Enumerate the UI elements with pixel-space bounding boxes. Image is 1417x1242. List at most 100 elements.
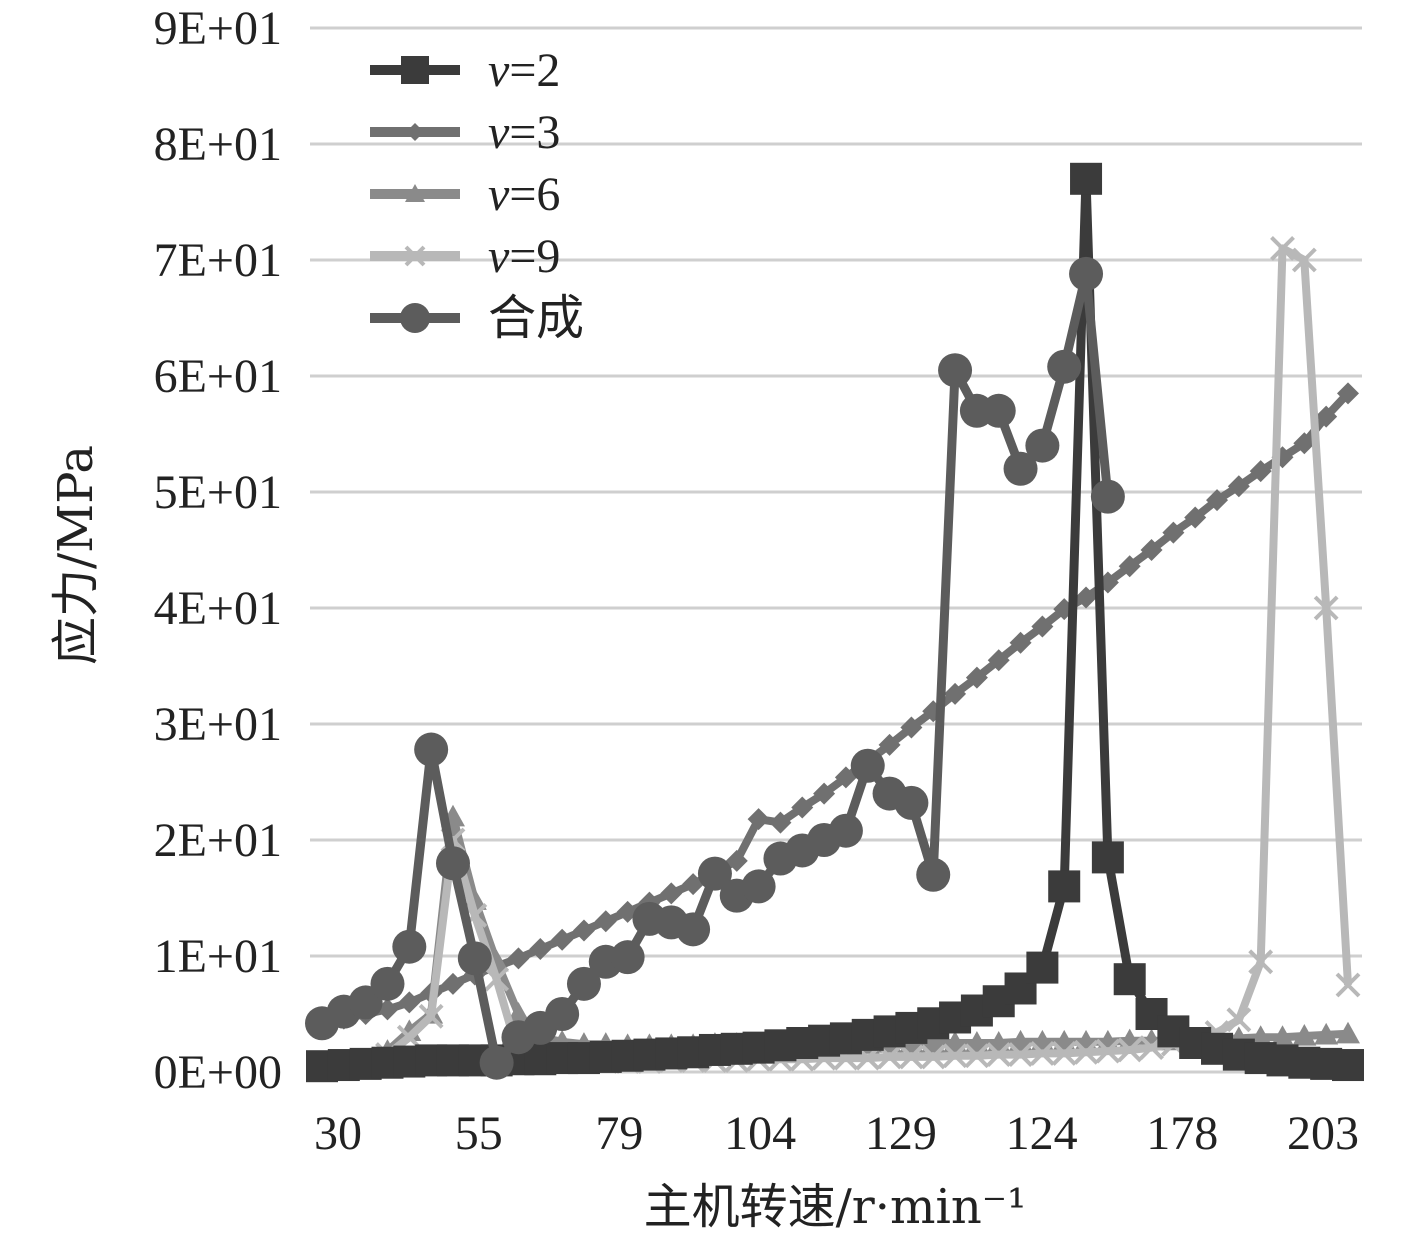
data-point — [828, 813, 863, 848]
data-point — [813, 782, 836, 805]
y-tick-label: 3E+01 — [154, 698, 282, 751]
data-point — [944, 682, 967, 705]
data-point — [457, 941, 492, 976]
data-point — [725, 849, 748, 872]
data-point — [1048, 870, 1081, 903]
data-point — [1270, 1025, 1295, 1047]
data-point — [1336, 1021, 1360, 1044]
data-point — [479, 1045, 514, 1080]
data-point — [398, 991, 421, 1014]
data-point — [682, 873, 705, 896]
data-point — [1047, 349, 1082, 384]
x-tick-label: 104 — [724, 1107, 796, 1160]
y-tick-label: 9E+01 — [154, 2, 282, 55]
data-point — [1025, 428, 1060, 463]
data-point — [1313, 595, 1339, 621]
data-point — [594, 910, 617, 933]
y-axis-title: 应力/MPa — [48, 445, 104, 665]
x-tick-label: 124 — [1006, 1107, 1078, 1160]
data-point — [1314, 1022, 1339, 1045]
data-point — [1075, 586, 1098, 609]
data-point — [529, 938, 552, 961]
data-point — [404, 245, 426, 267]
data-point — [370, 966, 405, 1001]
x-tick-label: 203 — [1287, 1107, 1359, 1160]
data-point — [414, 732, 449, 767]
data-point — [1026, 951, 1059, 984]
x-tick-label: 129 — [865, 1107, 937, 1160]
data-point — [697, 856, 732, 891]
data-point — [507, 947, 530, 970]
data-point — [551, 928, 574, 951]
data-point — [400, 303, 430, 333]
data-point — [921, 1031, 946, 1053]
data-point — [1335, 972, 1361, 998]
x-tick-labels: 30 55 79 104 129 124 178 203 — [314, 1107, 1359, 1160]
data-point — [1091, 841, 1124, 874]
data-point — [1293, 432, 1316, 455]
data-point — [965, 666, 988, 689]
data-point — [1337, 382, 1359, 405]
data-point — [1206, 489, 1229, 512]
data-point — [1140, 539, 1163, 561]
data-point — [545, 997, 580, 1031]
data-point — [435, 846, 470, 881]
data-point — [660, 882, 683, 905]
data-point — [769, 811, 792, 834]
legend-label: v=2 — [488, 44, 560, 97]
data-point — [834, 766, 857, 789]
data-point — [1009, 631, 1032, 654]
data-point — [1031, 615, 1054, 638]
legend-item: 合成 — [370, 292, 584, 345]
data-point — [418, 1003, 444, 1029]
data-point — [1051, 1041, 1077, 1066]
data-point — [401, 56, 429, 84]
data-point — [1315, 405, 1338, 428]
series-group — [305, 162, 1364, 1083]
data-point — [747, 808, 770, 831]
data-point — [1291, 247, 1317, 273]
data-point — [566, 966, 601, 1001]
y-tick-label: 1E+01 — [154, 930, 282, 983]
data-point — [1008, 1042, 1033, 1068]
data-point — [1090, 479, 1125, 514]
legend-label: v=6 — [488, 168, 560, 221]
data-point — [1226, 1007, 1252, 1033]
data-point — [986, 1042, 1012, 1068]
data-point — [405, 184, 425, 202]
data-point — [1162, 521, 1185, 544]
data-point — [484, 966, 510, 992]
legend-label: v=9 — [488, 230, 560, 283]
y-tick-label: 2E+01 — [154, 814, 282, 867]
data-point — [1070, 162, 1103, 195]
data-point — [898, 1044, 924, 1070]
data-point — [441, 972, 464, 995]
data-point — [964, 1043, 990, 1069]
legend-item: v=3 — [370, 106, 560, 159]
data-point — [920, 1044, 946, 1070]
legend-item: v=6 — [370, 168, 560, 221]
data-point — [1003, 451, 1038, 486]
legend-item: v=9 — [370, 230, 560, 283]
data-point — [981, 393, 1016, 428]
data-point — [900, 716, 923, 739]
y-tick-label: 5E+01 — [154, 466, 282, 519]
series-1 — [306, 162, 1364, 1083]
x-tick-label: 79 — [595, 1107, 643, 1160]
data-point — [1113, 963, 1146, 996]
data-point — [1069, 256, 1104, 291]
data-point — [1073, 1039, 1099, 1065]
data-point — [1270, 235, 1295, 261]
data-point — [1249, 460, 1272, 483]
data-point — [741, 869, 776, 904]
data-point — [1117, 1037, 1143, 1063]
legend-item: v=2 — [370, 44, 560, 97]
data-point — [506, 1002, 531, 1024]
data-point — [987, 649, 1010, 672]
data-point — [942, 1043, 968, 1069]
data-point — [392, 929, 427, 964]
data-point — [878, 733, 901, 756]
data-point — [1095, 1038, 1121, 1064]
data-point — [1184, 506, 1207, 529]
